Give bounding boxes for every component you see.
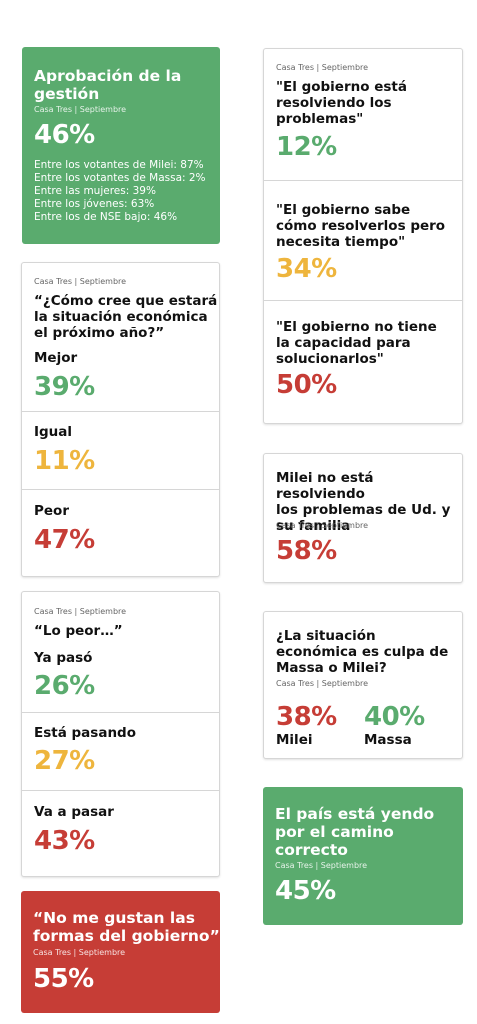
camino-card: El país está yendo por el camino correct… xyxy=(263,787,463,925)
gobierno-value-2: 34% xyxy=(276,254,337,284)
camino-value: 45% xyxy=(275,876,336,906)
statement-line: la capacidad para xyxy=(276,335,411,351)
statement-line: cómo resolverlos pero xyxy=(276,218,446,234)
statement-line: problemas" xyxy=(276,111,364,127)
question-line: “¿Cómo cree que estará xyxy=(34,293,218,309)
lo-peor-card: Casa Tres | Septiembre “Lo peor…” Ya pas… xyxy=(21,591,220,877)
title-line: “No me gustan las xyxy=(33,909,195,927)
formas-source: Casa Tres | Septiembre xyxy=(33,948,126,957)
lo-peor-divider xyxy=(22,790,219,791)
gobierno-statement-2: "El gobierno sabe cómo resolverlos pero … xyxy=(276,202,445,250)
culpa-milei-value: 38% xyxy=(276,702,337,732)
economia-label-igual: Igual xyxy=(34,424,73,440)
economia-value-peor: 47% xyxy=(34,525,95,555)
statement-line: "El gobierno sabe xyxy=(276,202,411,218)
gobierno-statement-3: "El gobierno no tiene la capacidad para … xyxy=(276,319,437,367)
title-line: su familia xyxy=(276,518,351,534)
economia-source: Casa Tres | Septiembre xyxy=(34,277,127,286)
economia-value-mejor: 39% xyxy=(34,372,95,402)
culpa-question: ¿La situación económica es culpa de Mass… xyxy=(276,628,448,676)
question-line: el próximo año?” xyxy=(34,325,165,341)
economia-label-mejor: Mejor xyxy=(34,350,78,366)
gobierno-divider xyxy=(264,300,462,301)
milei-resolviendo-card: Milei no está resolviendo los problemas … xyxy=(263,453,463,583)
gobierno-value-3: 50% xyxy=(276,370,337,400)
formas-value: 55% xyxy=(33,964,94,994)
culpa-massa-value: 40% xyxy=(364,702,425,732)
aprobacion-card: Aprobación de la gestión Casa Tres | Sep… xyxy=(22,47,220,244)
breakdown-item: Entre los votantes de Milei: 87% xyxy=(34,159,204,171)
aprobacion-title-line: gestión xyxy=(34,85,100,103)
lo-peor-label-ya-paso: Ya pasó xyxy=(34,650,93,666)
breakdown-item: Entre las mujeres: 39% xyxy=(34,185,156,197)
culpa-massa-label: Massa xyxy=(364,732,412,748)
culpa-card: ¿La situación económica es culpa de Mass… xyxy=(263,611,463,759)
statement-line: solucionarlos" xyxy=(276,351,384,367)
milei-resolviendo-title: Milei no está resolviendo los problemas … xyxy=(276,470,462,534)
economia-value-igual: 11% xyxy=(34,446,95,476)
milei-resolviendo-source: Casa Tres | Septiembre xyxy=(276,521,369,530)
question-line: ¿La situación xyxy=(276,628,376,644)
title-line: por el camino xyxy=(275,823,394,841)
breakdown-item: Entre los de NSE bajo: 46% xyxy=(34,211,178,223)
breakdown-item: Entre los votantes de Massa: 2% xyxy=(34,172,206,184)
culpa-source: Casa Tres | Septiembre xyxy=(276,679,369,688)
culpa-milei-label: Milei xyxy=(276,732,313,748)
title-line: formas del gobierno” xyxy=(33,927,220,945)
title-line: Milei no está resolviendo xyxy=(276,470,374,502)
economia-divider xyxy=(22,489,219,490)
question-line: económica es culpa de xyxy=(276,644,449,660)
lo-peor-label-esta-pasando: Está pasando xyxy=(34,725,136,741)
statement-line: resolviendo los xyxy=(276,95,392,111)
statement-line: "El gobierno no tiene xyxy=(276,319,437,335)
aprobacion-source: Casa Tres | Septiembre xyxy=(34,105,127,114)
lo-peor-value-va-a-pasar: 43% xyxy=(34,826,95,856)
aprobacion-title-line: Aprobación de la xyxy=(34,67,182,85)
aprobacion-value: 46% xyxy=(34,120,95,150)
lo-peor-source: Casa Tres | Septiembre xyxy=(34,607,127,616)
lo-peor-value-esta-pasando: 27% xyxy=(34,746,95,776)
gobierno-divider xyxy=(264,180,462,181)
gobierno-statement-1: "El gobierno está resolviendo los proble… xyxy=(276,79,407,127)
title-line: correcto xyxy=(275,841,348,859)
economia-label-peor: Peor xyxy=(34,503,69,519)
gobierno-value-1: 12% xyxy=(276,132,337,162)
economia-divider xyxy=(22,411,219,412)
lo-peor-value-ya-paso: 26% xyxy=(34,671,95,701)
economia-question: “¿Cómo cree que estará la situación econ… xyxy=(34,293,217,341)
milei-resolviendo-value: 58% xyxy=(276,536,337,566)
formas-title: “No me gustan las formas del gobierno” xyxy=(33,909,220,945)
gobierno-card: Casa Tres | Septiembre "El gobierno está… xyxy=(263,48,463,424)
question-line: Massa o Milei? xyxy=(276,660,387,676)
statement-line: necesita tiempo" xyxy=(276,234,406,250)
lo-peor-question: “Lo peor…” xyxy=(34,623,123,639)
economia-card: Casa Tres | Septiembre “¿Cómo cree que e… xyxy=(21,262,220,577)
lo-peor-label-va-a-pasar: Va a pasar xyxy=(34,804,114,820)
aprobacion-title: Aprobación de la gestión xyxy=(34,67,181,103)
lo-peor-divider xyxy=(22,712,219,713)
gobierno-source: Casa Tres | Septiembre xyxy=(276,63,369,72)
title-line: los problemas de Ud. y xyxy=(276,502,451,518)
breakdown-item: Entre los jóvenes: 63% xyxy=(34,198,155,210)
title-line: El país está yendo xyxy=(275,805,435,823)
camino-source: Casa Tres | Septiembre xyxy=(275,861,368,870)
question-line: la situación económica xyxy=(34,309,208,325)
statement-line: "El gobierno está xyxy=(276,79,407,95)
camino-title: El país está yendo por el camino correct… xyxy=(275,805,434,859)
aprobacion-breakdown: Entre los votantes de Milei: 87% Entre l… xyxy=(34,159,206,224)
formas-card: “No me gustan las formas del gobierno” C… xyxy=(21,891,220,1013)
